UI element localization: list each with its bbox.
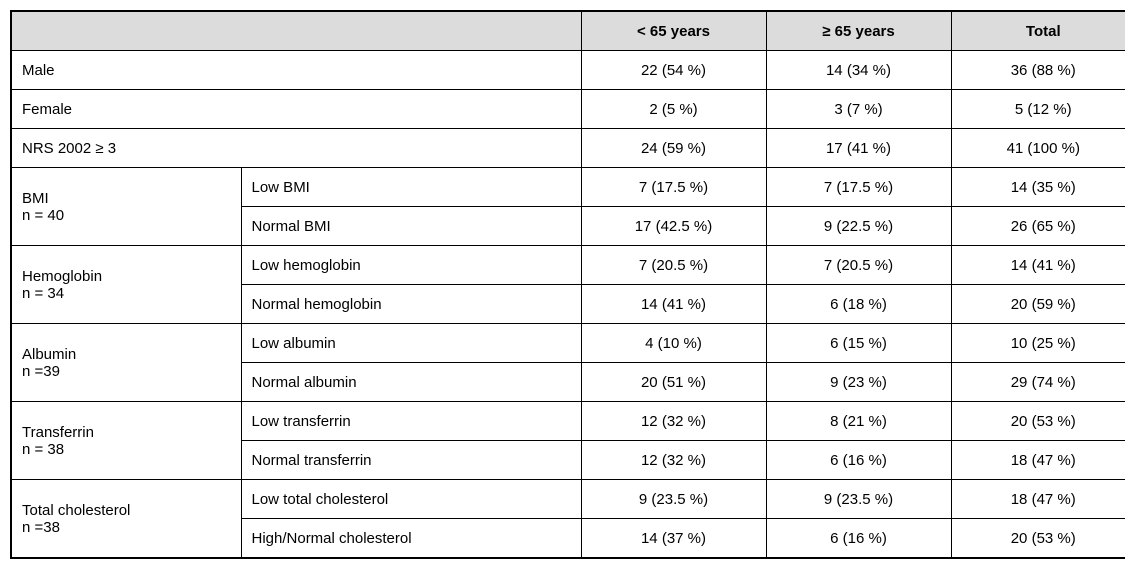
group-line1: Total cholesterol [22, 502, 130, 519]
cell: 4 (10 %) [581, 324, 766, 363]
cell: 12 (32 %) [581, 402, 766, 441]
row-label: Normal hemoglobin [241, 285, 581, 324]
header-blank [11, 11, 581, 51]
row-label: Low total cholesterol [241, 480, 581, 519]
row-label: Low albumin [241, 324, 581, 363]
row-label: Low hemoglobin [241, 246, 581, 285]
row-label: High/Normal cholesterol [241, 519, 581, 559]
group-line1: Transferrin [22, 424, 94, 441]
cell: 12 (32 %) [581, 441, 766, 480]
group-label: Albumin n =39 [11, 324, 241, 402]
row-label: Normal albumin [241, 363, 581, 402]
cell: 7 (20.5 %) [581, 246, 766, 285]
cell: 9 (23 %) [766, 363, 951, 402]
cell: 22 (54 %) [581, 51, 766, 90]
cell: 41 (100 %) [951, 129, 1125, 168]
cell: 6 (16 %) [766, 519, 951, 559]
group-label: Hemoglobin n = 34 [11, 246, 241, 324]
group-line2: n = 34 [22, 285, 64, 302]
cell: 36 (88 %) [951, 51, 1125, 90]
header-row: < 65 years ≥ 65 years Total [11, 11, 1125, 51]
group-line2: n = 38 [22, 441, 64, 458]
cell: 14 (41 %) [951, 246, 1125, 285]
cell: 9 (22.5 %) [766, 207, 951, 246]
cell: 9 (23.5 %) [581, 480, 766, 519]
cell: 20 (51 %) [581, 363, 766, 402]
row-label: Normal BMI [241, 207, 581, 246]
cell: 8 (21 %) [766, 402, 951, 441]
row-label: Male [11, 51, 581, 90]
cell: 6 (18 %) [766, 285, 951, 324]
group-line1: BMI [22, 190, 49, 207]
cell: 18 (47 %) [951, 480, 1125, 519]
table-row: Hemoglobin n = 34 Low hemoglobin 7 (20.5… [11, 246, 1125, 285]
cell: 14 (34 %) [766, 51, 951, 90]
table-row: Albumin n =39 Low albumin 4 (10 %) 6 (15… [11, 324, 1125, 363]
cell: 17 (41 %) [766, 129, 951, 168]
cell: 10 (25 %) [951, 324, 1125, 363]
cell: 18 (47 %) [951, 441, 1125, 480]
cell: 6 (16 %) [766, 441, 951, 480]
group-line1: Albumin [22, 346, 76, 363]
cell: 20 (53 %) [951, 519, 1125, 559]
group-line2: n =38 [22, 519, 60, 536]
cell: 14 (41 %) [581, 285, 766, 324]
table-row: NRS 2002 ≥ 3 24 (59 %) 17 (41 %) 41 (100… [11, 129, 1125, 168]
cell: 20 (53 %) [951, 402, 1125, 441]
group-line2: n = 40 [22, 207, 64, 224]
cell: 3 (7 %) [766, 90, 951, 129]
cell: 6 (15 %) [766, 324, 951, 363]
group-line2: n =39 [22, 363, 60, 380]
data-table: < 65 years ≥ 65 years Total Male 22 (54 … [10, 10, 1125, 559]
table-row: BMI n = 40 Low BMI 7 (17.5 %) 7 (17.5 %)… [11, 168, 1125, 207]
cell: 14 (35 %) [951, 168, 1125, 207]
cell: 7 (17.5 %) [581, 168, 766, 207]
header-col2: ≥ 65 years [766, 11, 951, 51]
cell: 5 (12 %) [951, 90, 1125, 129]
group-label: Transferrin n = 38 [11, 402, 241, 480]
cell: 2 (5 %) [581, 90, 766, 129]
cell: 9 (23.5 %) [766, 480, 951, 519]
header-col1: < 65 years [581, 11, 766, 51]
cell: 7 (17.5 %) [766, 168, 951, 207]
cell: 14 (37 %) [581, 519, 766, 559]
table-row: Transferrin n = 38 Low transferrin 12 (3… [11, 402, 1125, 441]
row-label: Female [11, 90, 581, 129]
cell: 24 (59 %) [581, 129, 766, 168]
header-col3: Total [951, 11, 1125, 51]
group-line1: Hemoglobin [22, 268, 102, 285]
row-label: Normal transferrin [241, 441, 581, 480]
group-label: BMI n = 40 [11, 168, 241, 246]
row-label: Low BMI [241, 168, 581, 207]
cell: 20 (59 %) [951, 285, 1125, 324]
row-label: Low transferrin [241, 402, 581, 441]
table-row: Male 22 (54 %) 14 (34 %) 36 (88 %) [11, 51, 1125, 90]
row-label: NRS 2002 ≥ 3 [11, 129, 581, 168]
cell: 29 (74 %) [951, 363, 1125, 402]
table-row: Total cholesterol n =38 Low total choles… [11, 480, 1125, 519]
cell: 17 (42.5 %) [581, 207, 766, 246]
cell: 7 (20.5 %) [766, 246, 951, 285]
group-label: Total cholesterol n =38 [11, 480, 241, 559]
cell: 26 (65 %) [951, 207, 1125, 246]
table-row: Female 2 (5 %) 3 (7 %) 5 (12 %) [11, 90, 1125, 129]
